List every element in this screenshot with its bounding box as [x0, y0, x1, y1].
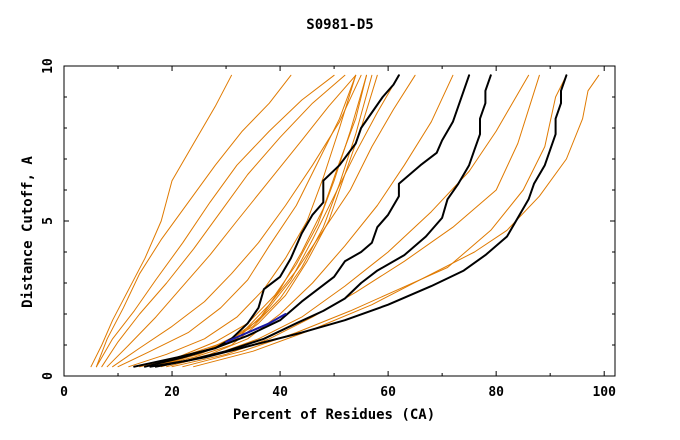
x-tick-label-40: 40 [272, 385, 288, 400]
series-line-orange-3 [95, 74, 335, 368]
plot-area [64, 66, 615, 376]
series-line-blue-1 [225, 313, 287, 343]
series-line-orange-4 [101, 74, 346, 368]
axes-layer: 0 20 40 60 80 100 0 5 10 [41, 58, 616, 400]
y-tick-label-5: 5 [41, 217, 56, 225]
x-axis-label: Percent of Residues (CA) [233, 407, 435, 423]
y-axis-label: Distance Cutoff, A [20, 156, 36, 308]
series-line-orange-6 [112, 74, 362, 368]
series-line-orange-11 [144, 74, 367, 368]
y-tick-label-10: 10 [41, 58, 56, 74]
series-line-orange-2 [95, 74, 292, 368]
series-line-orange-1 [90, 74, 232, 368]
series-line-black-2 [144, 74, 471, 368]
x-tick-label-100: 100 [592, 385, 616, 400]
series-line-orange-14 [155, 74, 416, 368]
x-tick-label-20: 20 [164, 385, 180, 400]
x-tick-label-0: 0 [60, 385, 68, 400]
series-layer [90, 74, 600, 368]
series-line-orange-16 [166, 74, 530, 368]
series-line-orange-8 [128, 74, 357, 368]
y-tick-label-0: 0 [41, 372, 56, 380]
series-line-orange-5 [106, 74, 357, 368]
series-line-black-1 [133, 74, 400, 368]
plot-background [64, 66, 615, 376]
series-line-orange-15 [160, 74, 454, 368]
chart-title: S0981-D5 [306, 17, 373, 33]
x-tick-label-60: 60 [380, 385, 396, 400]
series-line-black-3 [149, 74, 492, 368]
series-line-black-4 [154, 74, 568, 368]
series-line-orange-12 [149, 74, 378, 368]
series-line-orange-7 [117, 74, 357, 368]
x-tick-label-80: 80 [488, 385, 504, 400]
